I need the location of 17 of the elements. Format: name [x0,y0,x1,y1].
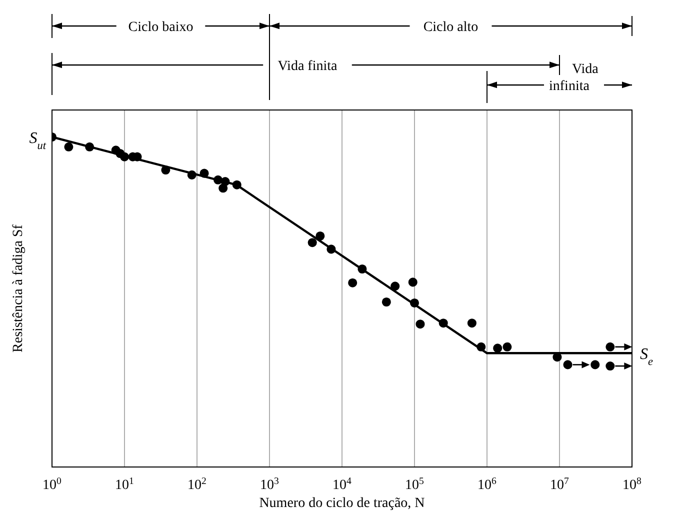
x-tick-label: 10$^{1}$ [115,476,134,493]
text: Vida finita [278,59,338,74]
text: Ciclo alto [423,20,478,35]
x-tick-label: 10$^{8}$ [622,476,642,493]
x-tick-label: 10$^{3}$ [260,476,280,493]
x-tick-label: 10$^{2}$ [188,476,207,493]
x-tick-label: 10$^{0}$ [42,476,62,493]
annotation: S$_{e}$ [640,346,653,368]
x-tick-label: 10$^{6}$ [478,476,497,493]
text: Vida infinita [549,62,600,94]
x-tick-label: 10$^{4}$ [332,476,352,493]
annotation: S$_{ut}$ [29,130,47,152]
x-tick-label: 10$^{7}$ [550,476,570,493]
x-tick-label: 10$^{5}$ [405,476,424,493]
text: Ciclo baixo [128,20,194,35]
y-axis-title: Resistência à fadiga Sf [11,224,26,352]
x-axis-title: Numero do ciclo de tração, N [259,496,425,511]
